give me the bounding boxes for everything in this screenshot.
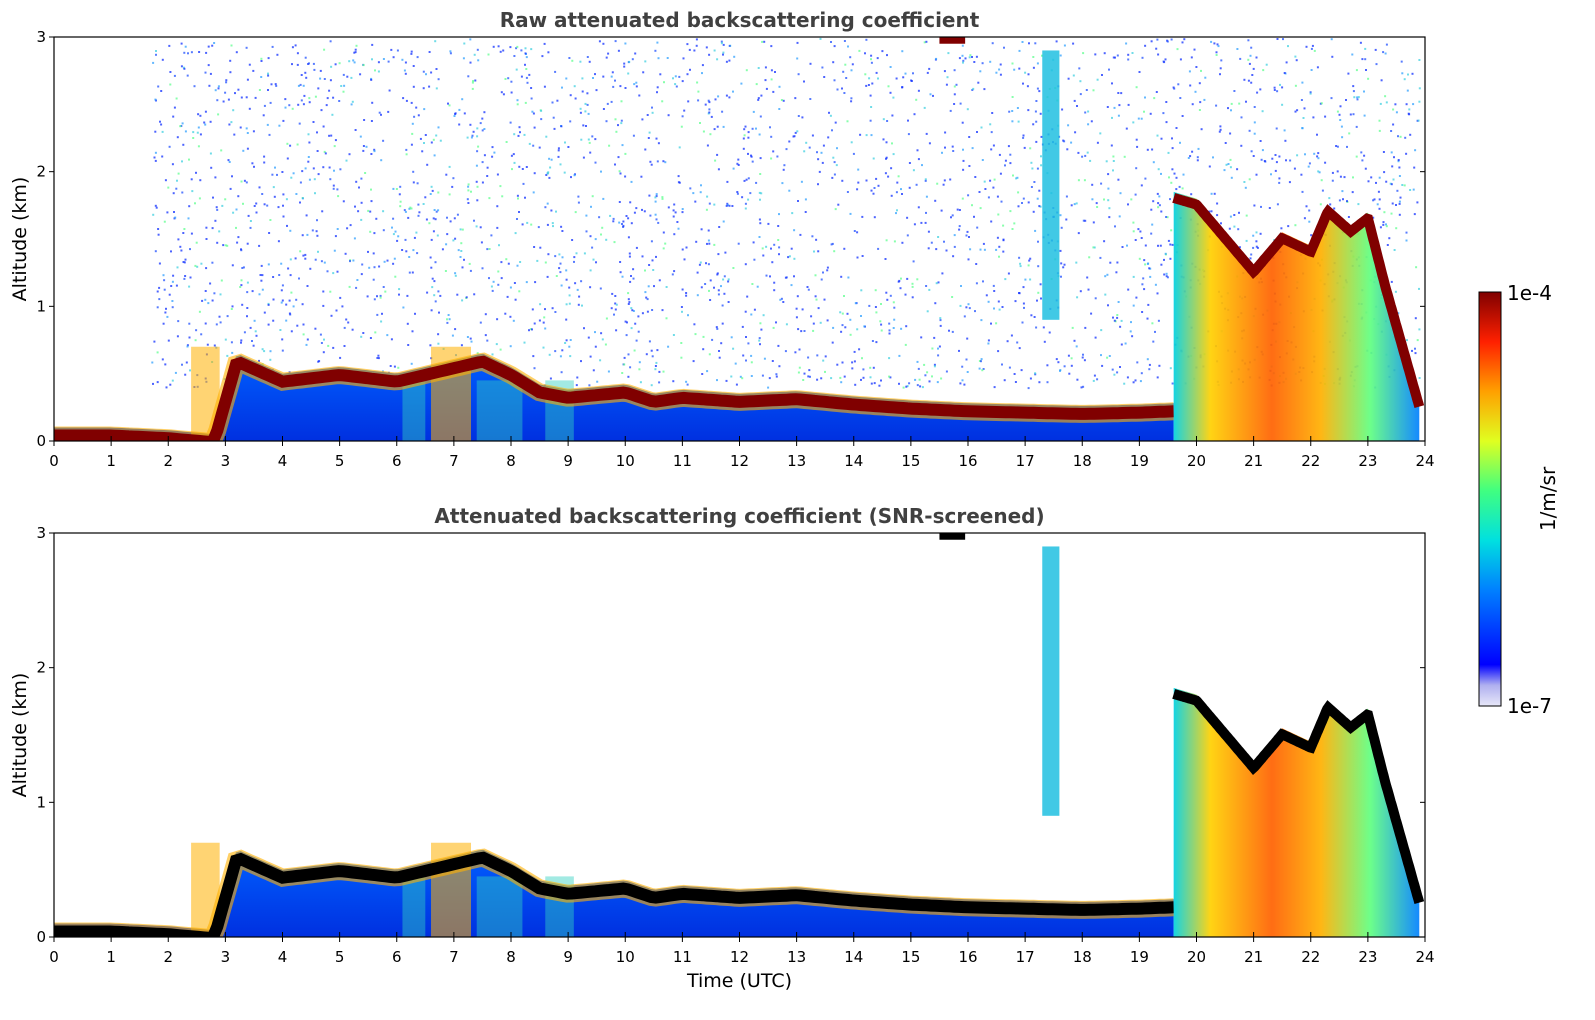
aerosol-patch-2 [402,876,426,937]
x-tick-label: 4 [278,948,288,966]
aerosol-patch-0 [476,380,523,441]
chart-title: Raw attenuated backscattering coefficien… [500,8,980,32]
y-tick-label: 0 [36,432,46,450]
x-tick-label: 8 [506,948,516,966]
colorbar-max-label: 1e-4 [1507,281,1552,305]
x-tick-label: 1 [106,948,116,966]
x-tick-label: 21 [1244,452,1263,470]
cirrus-plume [1042,546,1060,816]
x-tick-label: 13 [787,452,806,470]
panel-raw: 0 1 2 3 4 5 6 7 8 9 10 11 12 13 14 15 16 17 18 19 20 21 22 23 24… [9,8,1435,470]
y-tick-label: 0 [36,928,46,946]
x-tick-label: 16 [958,948,977,966]
x-tick-label: 6 [392,452,402,470]
x-tick-label: 2 [163,948,173,966]
y-tick-label: 2 [36,163,46,181]
evening-cloud-top [1172,193,1425,408]
x-tick-label: 10 [616,948,635,966]
chart-title: Attenuated backscattering coefficient (S… [434,504,1044,528]
y-axis-label: Altitude (km) [9,673,31,798]
y-tick-label: 3 [36,28,46,46]
colorbar-unit-label: 1/m/sr [1536,466,1560,531]
evening-cloud-top [1172,689,1425,904]
x-tick-label: 20 [1187,948,1206,966]
aerosol-patch-0 [476,876,523,937]
x-tick-label: 12 [730,948,749,966]
x-tick-label: 17 [1016,948,1035,966]
x-tick-label: 19 [1130,948,1149,966]
y-tick-label: 1 [36,297,46,315]
cirrus-plume [1042,50,1060,320]
x-tick-label: 0 [49,452,59,470]
x-tick-label: 0 [49,948,59,966]
evening-cloud-fill [1173,687,1420,937]
x-tick-label: 18 [1073,948,1092,966]
x-tick-label: 6 [392,948,402,966]
x-tick-label: 8 [506,452,516,470]
aerosol-patch-2 [402,380,426,441]
x-tick-label: 20 [1187,452,1206,470]
x-tick-label: 12 [730,452,749,470]
x-tick-label: 13 [787,948,806,966]
x-tick-label: 5 [335,452,345,470]
noise-field [151,37,1421,390]
x-tick-label: 3 [221,948,231,966]
high-cloud-fragment [939,37,966,44]
x-tick-label: 19 [1130,452,1149,470]
x-tick-label: 18 [1073,452,1092,470]
x-tick-label: 22 [1301,452,1320,470]
x-tick-label: 23 [1358,948,1377,966]
x-tick-label: 24 [1415,948,1434,966]
x-tick-label: 11 [673,452,692,470]
x-axis-label: Time (UTC) [686,970,792,992]
colorbar: 1e-4 1e-7 1/m/sr [1478,281,1560,718]
x-tick-label: 5 [335,948,345,966]
x-tick-label: 3 [221,452,231,470]
y-tick-label: 3 [36,524,46,542]
evening-cloud-fill [1173,191,1420,441]
y-tick-label: 2 [36,659,46,677]
x-tick-label: 2 [163,452,173,470]
x-tick-label: 24 [1415,452,1434,470]
y-tick-label: 1 [36,793,46,811]
x-tick-label: 15 [901,948,920,966]
x-tick-label: 4 [278,452,288,470]
x-tick-label: 14 [844,948,863,966]
boundary-layer-top [54,851,1174,937]
x-tick-label: 9 [563,948,573,966]
x-tick-label: 10 [616,452,635,470]
plot-area [54,37,1425,441]
high-cloud-fragment [939,533,966,540]
colorbar-min-label: 1e-7 [1507,694,1552,718]
x-tick-label: 22 [1301,948,1320,966]
x-tick-label: 15 [901,452,920,470]
x-tick-label: 21 [1244,948,1263,966]
plot-area [54,533,1425,937]
x-tick-label: 23 [1358,452,1377,470]
x-tick-label: 7 [449,452,459,470]
x-tick-label: 7 [449,948,459,966]
x-tick-label: 14 [844,452,863,470]
x-tick-label: 17 [1016,452,1035,470]
x-tick-label: 16 [958,452,977,470]
colorbar-gradient [1478,291,1502,707]
boundary-layer-top [54,355,1174,441]
panel-snr-screened: 0 1 2 3 4 5 6 7 8 9 10 11 12 13 14 15 16 17 18 19 20 21 22 23 24… [9,504,1435,992]
y-axis-label: Altitude (km) [9,177,31,302]
x-tick-label: 11 [673,948,692,966]
x-tick-label: 1 [106,452,116,470]
x-tick-label: 9 [563,452,573,470]
